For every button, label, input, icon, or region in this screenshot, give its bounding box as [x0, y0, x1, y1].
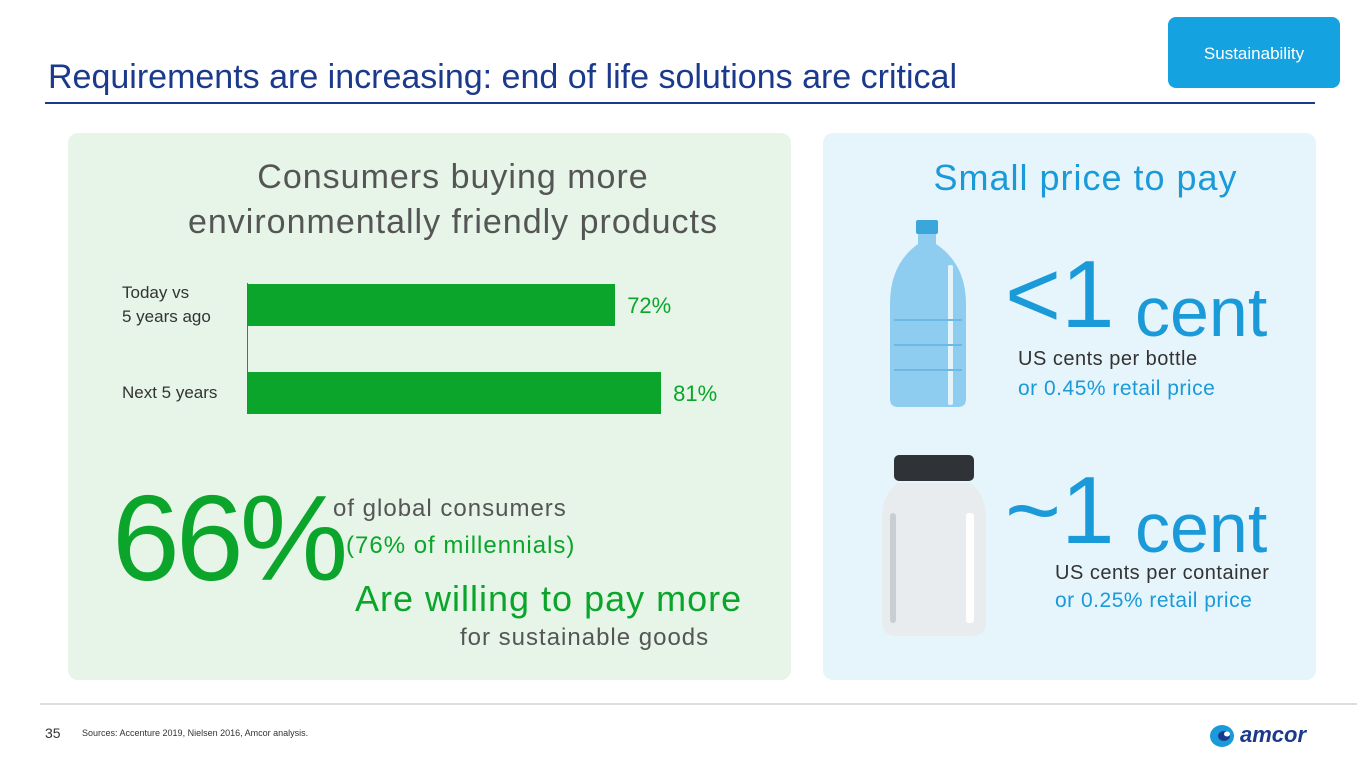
price-amount: <1	[1005, 241, 1115, 348]
panel-title: Consumers buying more	[257, 158, 649, 196]
stat-subline: for sustainable goods	[460, 624, 710, 651]
stat-line: (76% of millennials)	[346, 532, 576, 559]
category-label: Next 5 years	[122, 383, 218, 402]
panel-title: environmentally friendly products	[187, 203, 719, 241]
stat-value: 66%	[112, 470, 348, 606]
stat-headline: Are willing to pay more	[355, 578, 743, 619]
bar	[248, 372, 662, 414]
category-label: Today vs 5 years ago	[122, 283, 211, 326]
bottle-icon	[890, 220, 966, 407]
logo-mark	[1210, 725, 1234, 747]
bar	[248, 284, 616, 326]
footer-rule	[40, 703, 1357, 705]
value-label: 72%	[627, 293, 672, 318]
price-unit: cent	[1135, 273, 1268, 351]
source-note: Sources: Accenture 2019, Nielsen 2016, A…	[82, 728, 309, 738]
title-rule	[45, 102, 1315, 104]
price-line: US cents per container	[1055, 562, 1270, 584]
chart-axis	[247, 283, 248, 414]
logo-text: amcor	[1240, 722, 1307, 747]
tag	[1168, 17, 1340, 88]
page-number: 35	[45, 725, 61, 741]
price-unit: cent	[1135, 489, 1268, 567]
price-line: US cents per bottle	[1018, 348, 1198, 370]
stat-line: of global consumers	[333, 495, 567, 522]
price-line: or 0.45% retail price	[1018, 377, 1216, 400]
panel-title: Small price to pay	[933, 157, 1238, 198]
slide-title: Requirements are increasing: end of life…	[48, 58, 958, 96]
tag-text: Sustainability	[1203, 44, 1305, 63]
price-amount: ~1	[1005, 457, 1115, 564]
price-line: or 0.25% retail price	[1055, 589, 1253, 612]
value-label: 81%	[673, 381, 718, 406]
jar-icon	[882, 455, 986, 636]
